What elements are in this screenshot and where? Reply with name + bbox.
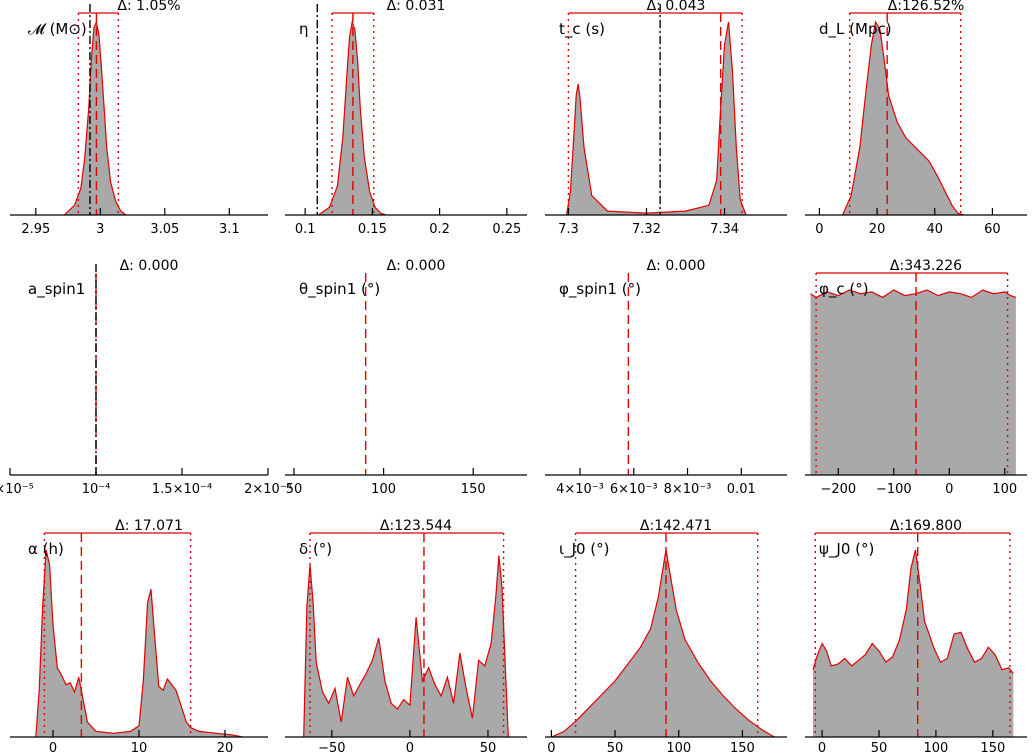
x-tick-label: 3.1 bbox=[219, 222, 240, 237]
x-tick-label: 0.2 bbox=[429, 222, 450, 237]
x-tick-label: 0 bbox=[49, 741, 57, 756]
x-tick-label: 10⁻⁴ bbox=[82, 482, 111, 497]
x-tick-label: 20 bbox=[217, 741, 234, 756]
interval-width-label: Δ: 0.000 bbox=[647, 258, 706, 274]
x-tick-label: −100 bbox=[876, 482, 912, 497]
interval-width-label: Δ: 1.05% bbox=[117, 0, 180, 14]
x-tick-label: 0.25 bbox=[492, 222, 521, 237]
posterior-curve bbox=[565, 21, 747, 216]
x-tick-label: 5×10⁻⁵ bbox=[0, 482, 34, 497]
x-tick-label: 7.3 bbox=[558, 222, 579, 237]
interval-width-label: Δ:343.226 bbox=[890, 258, 962, 274]
interval-width-label: Δ:126.52% bbox=[888, 0, 965, 14]
panel-9: 0 10 20 α (h) Δ: 17.071 bbox=[10, 518, 268, 756]
x-tick-label: 100 bbox=[992, 482, 1017, 497]
x-tick-label: 6×10⁻³ bbox=[610, 482, 658, 497]
parameter-label: d_L (Mpc) bbox=[819, 20, 892, 39]
posterior-curve bbox=[303, 555, 509, 738]
panel-5: 5×10⁻⁵ 10⁻⁴ 1.5×10⁻⁴ 2×10⁻⁴ a_spin1 Δ: 0.000 bbox=[0, 258, 292, 497]
panel-11: 0 50 100 150 ι_J0 (°) Δ:142.471 bbox=[545, 518, 787, 756]
x-tick-label: 4×10⁻³ bbox=[556, 482, 604, 497]
x-tick-label: 50 bbox=[607, 741, 624, 756]
x-tick-label: 7.32 bbox=[632, 222, 661, 237]
panel-3: 7.3 7.32 7.34 t_c (s) Δ: 0.043 bbox=[545, 0, 787, 237]
interval-width-label: Δ: 0.000 bbox=[387, 258, 446, 274]
x-tick-label: 100 bbox=[666, 741, 691, 756]
x-tick-label: 0.15 bbox=[358, 222, 387, 237]
x-tick-label: 0.1 bbox=[295, 222, 316, 237]
interval-width-label: Δ:169.800 bbox=[890, 518, 962, 534]
parameter-label: α (h) bbox=[28, 540, 64, 558]
x-tick-label: 50 bbox=[480, 741, 497, 756]
panel-12: 0 50 100 150 ψ_J0 (°) Δ:169.800 bbox=[805, 518, 1027, 756]
posterior-curve bbox=[35, 549, 243, 738]
x-tick-label: 150 bbox=[461, 482, 486, 497]
posterior-curve bbox=[841, 20, 964, 216]
posterior-area bbox=[566, 22, 746, 215]
x-tick-label: 10 bbox=[131, 741, 148, 756]
x-tick-label: 0 bbox=[406, 741, 414, 756]
parameter-label: η bbox=[299, 20, 309, 38]
posterior-area bbox=[842, 22, 964, 215]
panel-4: 0 20 40 60 d_L (Mpc) Δ:126.52% bbox=[805, 0, 1027, 237]
x-tick-label: 0 bbox=[818, 741, 826, 756]
x-tick-label: 150 bbox=[980, 741, 1005, 756]
parameter-label: δ (°) bbox=[299, 540, 332, 558]
interval-width-label: Δ: 0.031 bbox=[387, 0, 446, 14]
panel-8: −200 −100 0 100 φ_c (°) Δ:343.226 bbox=[805, 258, 1027, 497]
x-tick-label: 40 bbox=[926, 222, 943, 237]
x-tick-label: −50 bbox=[318, 741, 345, 756]
x-tick-label: 7.34 bbox=[710, 222, 739, 237]
posterior-curve bbox=[551, 549, 775, 738]
x-tick-label: 0 bbox=[945, 482, 953, 497]
x-tick-label: 50 bbox=[286, 482, 303, 497]
interval-width-label: Δ:123.544 bbox=[380, 518, 452, 534]
interval-width-label: Δ: 0.043 bbox=[647, 0, 706, 14]
posterior-curve bbox=[812, 549, 1014, 674]
parameter-label: θ_spin1 (°) bbox=[299, 280, 380, 299]
x-tick-label: 8×10⁻³ bbox=[664, 482, 712, 497]
interval-width-label: Δ: 0.000 bbox=[120, 258, 179, 274]
x-tick-label: 150 bbox=[730, 741, 755, 756]
panel-6: 50 100 150 θ_spin1 (°) Δ: 0.000 bbox=[285, 258, 527, 497]
interval-width-label: Δ:142.471 bbox=[640, 518, 712, 534]
x-tick-label: 60 bbox=[984, 222, 1001, 237]
posterior-area bbox=[813, 550, 1014, 737]
parameter-label: φ_c (°) bbox=[819, 280, 869, 299]
x-tick-label: 0.01 bbox=[727, 482, 756, 497]
x-tick-label: 3 bbox=[96, 222, 104, 237]
x-tick-label: 0 bbox=[547, 741, 555, 756]
panel-10: −50 0 50 δ (°) Δ:123.544 bbox=[285, 518, 527, 756]
x-tick-label: 1.5×10⁻⁴ bbox=[152, 482, 212, 497]
x-tick-label: 3.05 bbox=[150, 222, 179, 237]
posterior-area bbox=[551, 550, 775, 737]
panel-2: 0.1 0.15 0.2 0.25 η Δ: 0.031 bbox=[285, 0, 527, 237]
parameter-label: φ_spin1 (°) bbox=[559, 280, 641, 299]
x-tick-label: 0 bbox=[815, 222, 823, 237]
posterior-area bbox=[303, 555, 509, 737]
x-tick-label: 50 bbox=[871, 741, 888, 756]
panel-1: 2.95 3 3.05 3.1 𝓜 (M⊙) Δ: 1.05% bbox=[10, 0, 268, 237]
x-tick-label: −200 bbox=[820, 482, 856, 497]
x-tick-label: 2.95 bbox=[21, 222, 50, 237]
posterior-area bbox=[35, 550, 243, 737]
parameter-label: ι_J0 (°) bbox=[559, 540, 610, 559]
x-tick-label: 20 bbox=[869, 222, 886, 237]
interval-width-label: Δ: 17.071 bbox=[115, 518, 183, 534]
parameter-label: ψ_J0 (°) bbox=[819, 540, 874, 559]
posterior-curve bbox=[63, 19, 127, 216]
parameter-label: t_c (s) bbox=[559, 20, 605, 39]
x-tick-label: 100 bbox=[924, 741, 949, 756]
posterior-area bbox=[64, 22, 127, 215]
posterior-area bbox=[810, 290, 1016, 475]
posterior-curve bbox=[318, 19, 387, 216]
x-tick-label: 2×10⁻⁴ bbox=[244, 482, 292, 497]
panel-7: 4×10⁻³ 6×10⁻³ 8×10⁻³ 0.01 φ_spin1 (°) Δ: 0.00… bbox=[545, 258, 787, 497]
parameter-label: a_spin1 bbox=[28, 280, 85, 299]
parameter-label: 𝓜 (M⊙) bbox=[28, 20, 87, 38]
x-tick-label: 100 bbox=[371, 482, 396, 497]
